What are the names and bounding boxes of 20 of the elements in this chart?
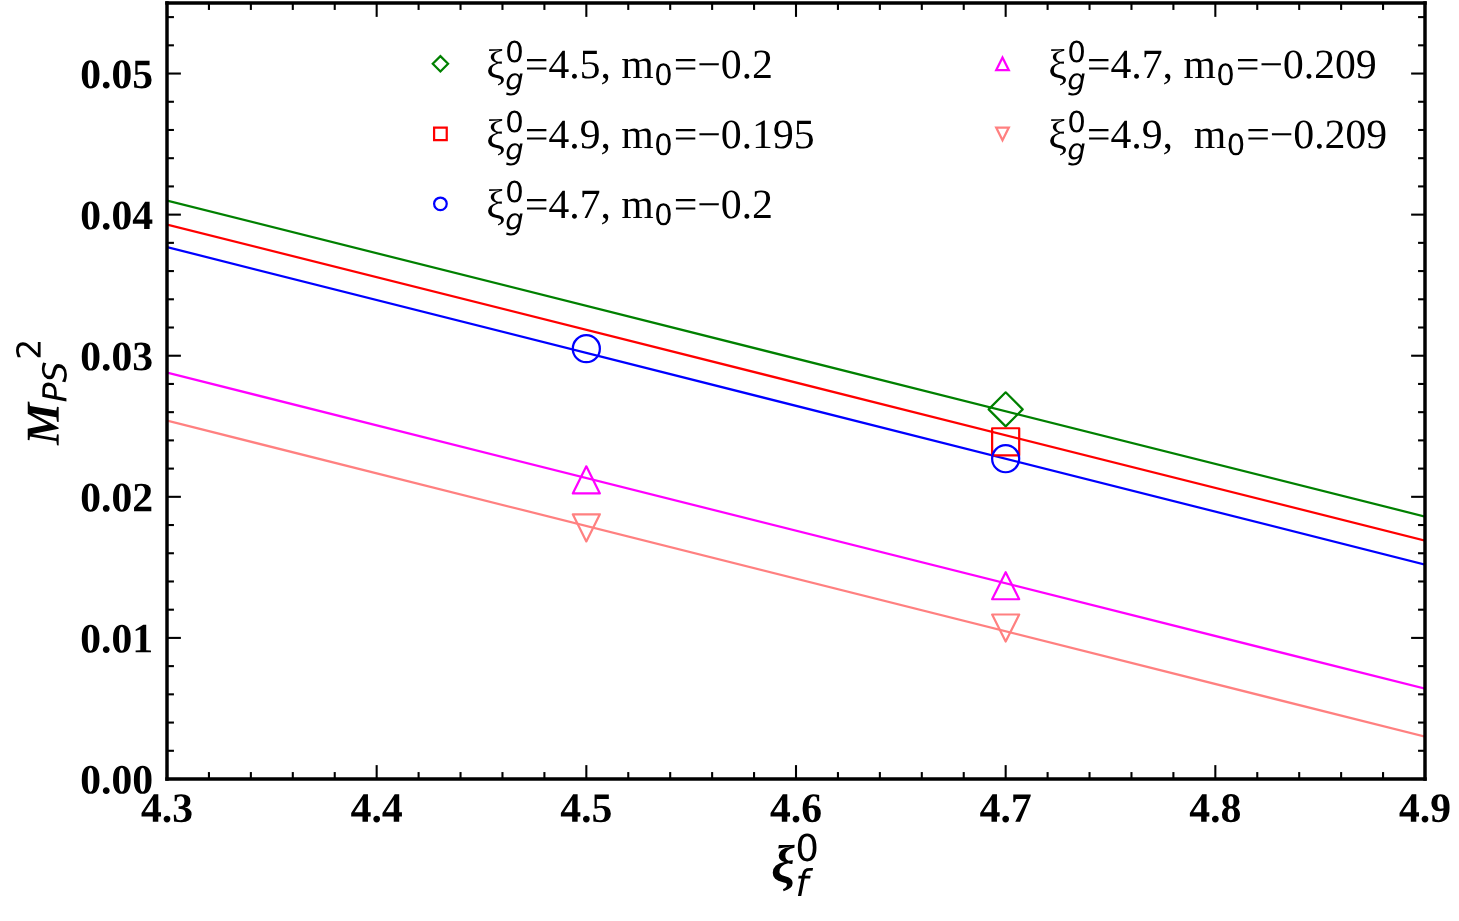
legend-label: ξ$^{0}$$_{g}$=4.7, m$_{0}$=−0.209 [1050, 40, 1375, 96]
x-tick-label: 4.9 [1399, 794, 1450, 823]
y-tick-label: 0.03 [81, 342, 152, 371]
legend-label: ξ$^{0}$$_{g}$=4.9, m$_{0}$=−0.195 [488, 110, 813, 166]
y-axis-title: M$_{PS}$$^{2}$ [16, 342, 67, 446]
x-axis-title: ξ$^{0}$$_{f}$ [772, 833, 817, 897]
legend-label: ξ$^{0}$$_{g}$=4.7, m$_{0}$=−0.2 [488, 180, 771, 236]
y-tick-label: 0.04 [81, 201, 153, 230]
x-tick-label: 4.8 [1189, 794, 1240, 823]
y-tick-label: 0.00 [81, 765, 152, 795]
y-tick-label: 0.01 [81, 624, 151, 653]
x-tick-label: 4.6 [770, 794, 821, 823]
x-tick-label: 4.4 [351, 794, 402, 823]
y-tick-label: 0.05 [81, 60, 152, 89]
legend-label: ξ$^{0}$$_{g}$=4.5, m$_{0}$=−0.2 [488, 40, 771, 96]
x-tick-label: 4.5 [560, 794, 611, 823]
x-tick-label: 4.3 [141, 794, 192, 823]
legend-label: ξ$^{0}$$_{g}$=4.9, m$_{0}$=−0.209 [1050, 110, 1386, 166]
y-tick-label: 0.02 [81, 483, 152, 512]
x-tick-label: 4.7 [980, 794, 1031, 823]
